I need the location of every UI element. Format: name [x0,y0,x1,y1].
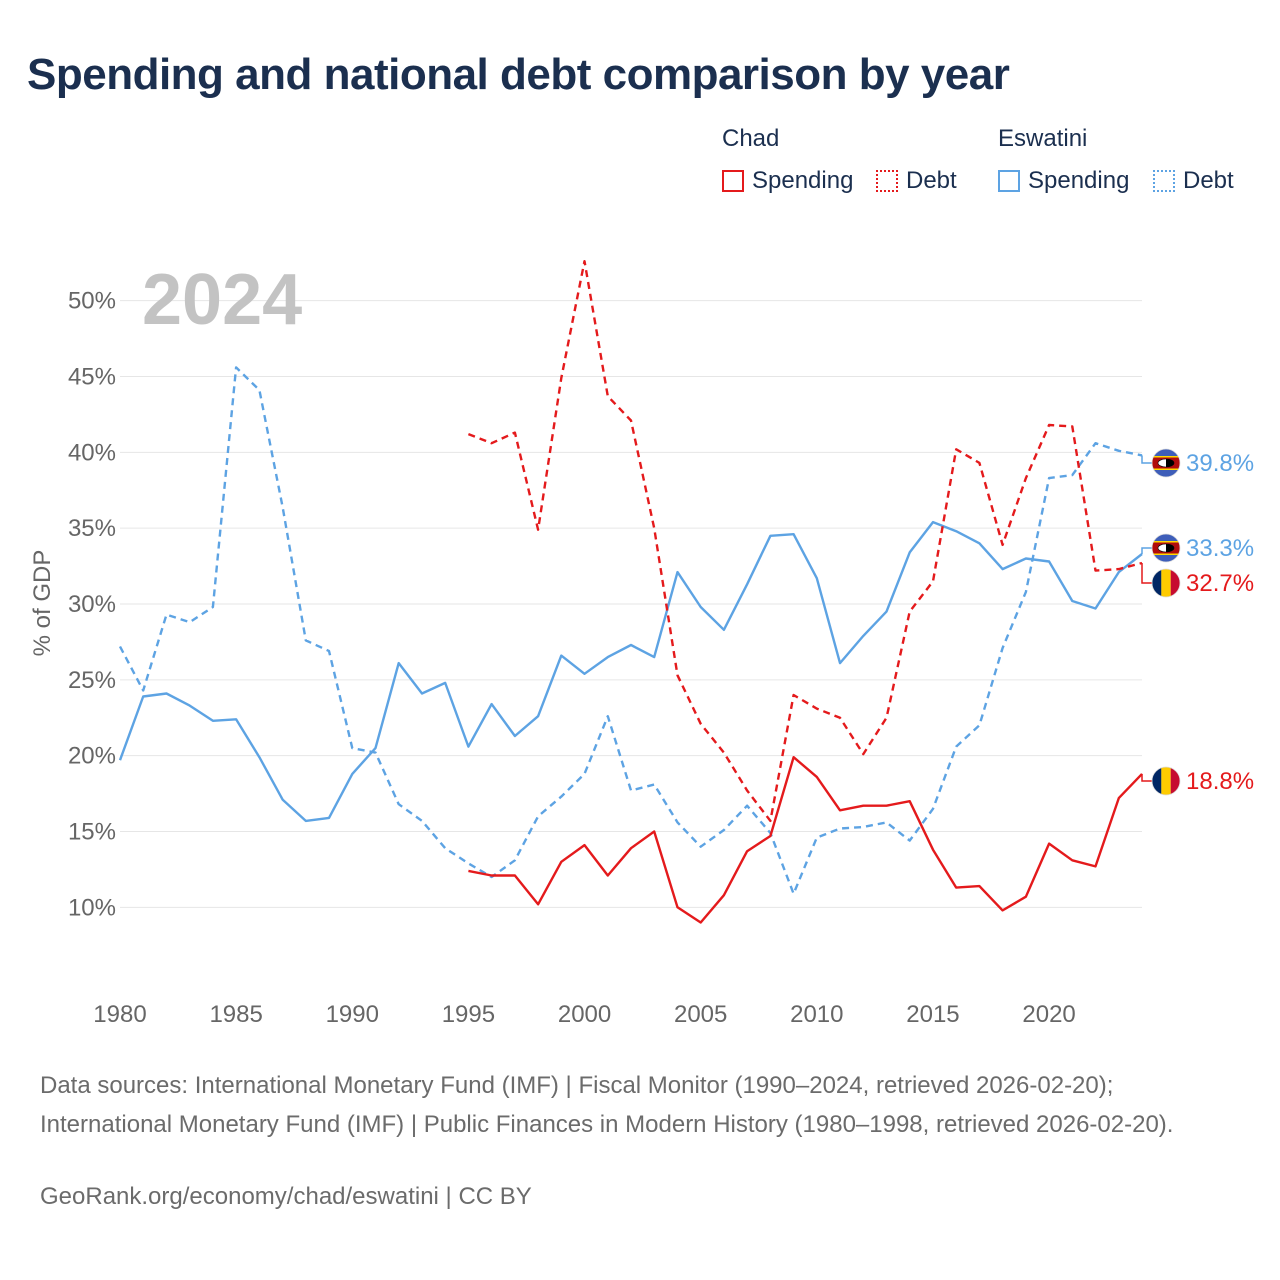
y-tick-label: 10% [68,894,116,921]
legend-chad-debt[interactable]: Debt [876,167,957,195]
legend-eswatini-debt-label: Debt [1183,167,1234,194]
series-line-chad-debt[interactable] [467,260,1143,823]
end-value-label: 33.3% [1186,535,1254,562]
y-tick-label: 50% [68,288,116,315]
x-tick-label: 2000 [558,1001,611,1028]
chad-flag-icon [1151,568,1181,598]
y-tick-label: 25% [68,667,116,694]
legend-swatch-eswatini-debt [1153,170,1175,192]
legend-eswatini-label: Eswatini [998,125,1088,152]
chart-title: Spending and national debt comparison by… [27,50,1010,99]
y-axis-title: % of GDP [29,550,56,657]
legend-chad-spending[interactable]: Spending [722,167,853,195]
end-label-leader [1141,773,1152,782]
eswatini-flag-icon [1151,448,1181,478]
legend-chad-debt-label: Debt [906,167,957,194]
end-value-label: 39.8% [1186,450,1254,477]
y-tick-label: 45% [68,364,116,391]
legend-swatch-chad-debt [876,170,898,192]
end-label-leader [1141,563,1152,584]
y-tick-label: 15% [68,819,116,846]
end-value-label: 18.8% [1186,768,1254,795]
legend-swatch-eswatini-spending [998,170,1020,192]
grid-layer: 10% 15% 20% 25% 30% 35% 40% 45% 50% 1980 1985 1990 1… [68,288,1142,1028]
x-tick-label: 1985 [209,1001,262,1028]
series-line-chad-spending[interactable] [468,756,1143,924]
x-tick-label: 2015 [906,1001,959,1028]
year-watermark: 2024 [142,260,302,340]
x-tick-label: 2020 [1022,1001,1075,1028]
series-line-eswatini-spending[interactable] [118,520,1143,823]
legend-eswatini-spending[interactable]: Spending [998,167,1129,195]
y-tick-label: 20% [68,743,116,770]
chad-flag-icon [1151,766,1181,796]
x-tick-label: 2005 [674,1001,727,1028]
x-tick-label: 1980 [93,1001,146,1028]
eswatini-flag-icon [1151,533,1181,563]
line-chart: 10% 15% 20% 25% 30% 35% 40% 45% 50% 1980 1985 1990 1… [29,260,1254,1028]
end-label-leader [1141,547,1152,554]
series-line-eswatini-debt[interactable] [118,366,1143,895]
y-tick-label: 30% [68,591,116,618]
legend-chad-label: Chad [722,125,780,152]
legend-eswatini-debt[interactable]: Debt [1153,167,1234,195]
series-layer [118,260,1143,924]
end-label-layer: 33.3% 39.8% 18.8% 32.7% [1141,448,1254,796]
legend-chad-spending-label: Spending [752,167,854,194]
data-source-note: Data sources: International Monetary Fun… [40,1072,1174,1138]
x-tick-label: 1995 [442,1001,495,1028]
y-tick-label: 40% [68,439,116,466]
legend-eswatini-spending-label: Spending [1028,167,1130,194]
x-tick-label: 1990 [326,1001,379,1028]
end-value-label: 32.7% [1186,570,1254,597]
credit-link[interactable]: GeoRank.org/economy/chad/eswatini | CC B… [40,1183,532,1210]
x-tick-label: 2010 [790,1001,843,1028]
legend-swatch-chad-spending [722,170,744,192]
end-label-leader [1141,455,1152,464]
y-tick-label: 35% [68,515,116,542]
